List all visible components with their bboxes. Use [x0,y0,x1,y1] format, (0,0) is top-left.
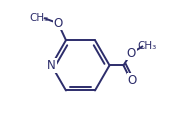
Text: N: N [47,59,56,72]
Text: O: O [127,47,136,60]
Text: CH₃: CH₃ [30,13,49,23]
Text: CH₃: CH₃ [138,41,157,51]
Text: O: O [127,74,137,87]
Text: O: O [53,17,63,30]
